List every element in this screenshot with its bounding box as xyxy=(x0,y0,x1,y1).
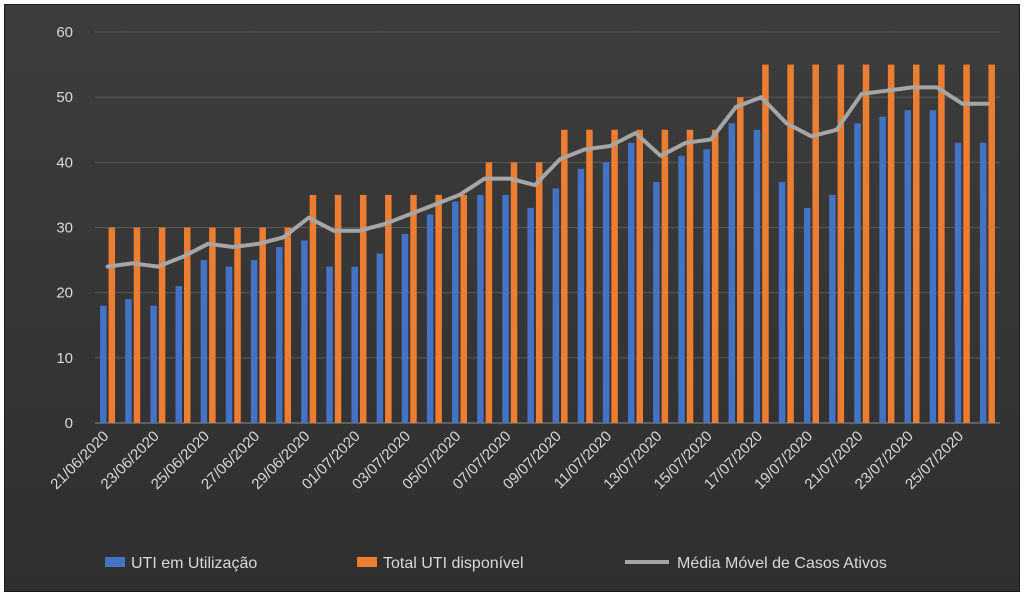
bar-total-uti xyxy=(787,64,794,424)
bar-total-uti xyxy=(837,64,845,424)
bar-total-uti xyxy=(410,194,417,423)
bar-uti-utilizacao xyxy=(250,260,258,423)
bar-total-uti xyxy=(234,227,241,423)
bar-total-uti xyxy=(183,227,191,423)
bar-uti-utilizacao xyxy=(602,162,610,424)
bar-uti-utilizacao xyxy=(426,214,434,423)
x-axis-ticks: 21/06/202023/06/202025/06/202027/06/2020… xyxy=(47,428,967,493)
bar-uti-utilizacao xyxy=(954,142,962,424)
bar-uti-utilizacao xyxy=(753,129,761,423)
gridlines xyxy=(95,31,1000,424)
bar-total-uti xyxy=(359,194,367,423)
bar-uti-utilizacao xyxy=(301,240,308,423)
bar-uti-utilizacao xyxy=(577,168,585,423)
bar-total-uti xyxy=(611,129,618,423)
bar-uti-utilizacao xyxy=(879,116,886,423)
bar-uti-utilizacao xyxy=(854,123,861,423)
bar-total-uti xyxy=(535,162,543,424)
bar-total-uti xyxy=(133,227,141,423)
bar-uti-utilizacao xyxy=(225,266,233,423)
bar-total-uti xyxy=(887,64,895,424)
bar-uti-utilizacao xyxy=(401,234,409,423)
bar-uti-utilizacao xyxy=(276,247,283,423)
bar-uti-utilizacao xyxy=(703,149,710,424)
bar-uti-utilizacao xyxy=(904,110,912,423)
legend-total-uti-swatch xyxy=(357,557,377,567)
y-tick-label: 30 xyxy=(56,220,73,237)
bar-total-uti xyxy=(435,194,442,423)
bar-total-uti xyxy=(284,227,292,423)
bar-total-uti xyxy=(108,227,116,423)
legend-total-uti-label: Total UTI disponível xyxy=(383,555,524,572)
bar-uti-utilizacao xyxy=(351,266,358,423)
bar-total-uti xyxy=(963,64,970,424)
bar-total-uti xyxy=(737,97,744,424)
bar-uti-utilizacao xyxy=(326,266,333,423)
bar-total-uti xyxy=(636,129,643,423)
bar-total-uti xyxy=(913,64,920,424)
bar-uti-utilizacao xyxy=(125,299,132,423)
y-tick-label: 40 xyxy=(56,154,73,171)
bar-uti-utilizacao xyxy=(803,207,811,423)
bar-total-uti xyxy=(988,64,995,424)
bar-uti-utilizacao xyxy=(552,188,560,423)
bar-total-uti xyxy=(862,64,870,424)
y-tick-label: 10 xyxy=(56,350,73,367)
bar-total-uti xyxy=(938,64,945,424)
bar-total-uti xyxy=(485,162,493,424)
bar-total-uti xyxy=(762,64,769,424)
bar-total-uti xyxy=(661,129,669,423)
y-tick-label: 20 xyxy=(56,285,73,302)
line-series xyxy=(105,85,990,269)
legend-uti-utilizacao-label: UTI em Utilização xyxy=(131,555,257,572)
bar-total-uti xyxy=(460,194,468,423)
bar-total-uti xyxy=(209,227,216,423)
bar-total-uti xyxy=(309,194,317,423)
bar-total-uti xyxy=(812,64,819,424)
bar-total-uti xyxy=(711,129,719,423)
bar-total-uti xyxy=(510,162,518,424)
combo-chart: 0 10 20 30 40 50 60 21/06/202023/06/202025/06/… xyxy=(47,24,1000,572)
y-axis-ticks: 0 10 20 30 40 50 60 xyxy=(56,24,73,432)
legend: UTI em Utilização Total UTI disponível Méd… xyxy=(105,555,887,572)
bar-uti-utilizacao xyxy=(502,194,509,423)
bar-total-uti xyxy=(586,129,593,423)
chart-frame: 0 10 20 30 40 50 60 21/06/2020 23/06/2020 25/06/… xyxy=(4,4,1020,592)
bar-uti-utilizacao xyxy=(100,305,107,423)
bar-uti-utilizacao xyxy=(452,201,459,423)
bar-total-uti xyxy=(334,194,342,423)
bar-total-uti xyxy=(561,129,568,423)
y-tick-label: 60 xyxy=(56,24,73,41)
bar-uti-utilizacao xyxy=(678,155,685,424)
bar-uti-utilizacao xyxy=(527,207,534,423)
bars xyxy=(100,64,995,424)
bar-uti-utilizacao xyxy=(653,181,660,423)
bar-uti-utilizacao xyxy=(829,194,836,423)
bar-uti-utilizacao xyxy=(376,253,384,423)
bar-total-uti xyxy=(385,194,392,423)
line-media-movel xyxy=(105,85,990,269)
bar-total-uti xyxy=(686,129,694,423)
legend-uti-utilizacao-swatch xyxy=(105,557,125,567)
bar-uti-utilizacao xyxy=(778,181,786,423)
bar-uti-utilizacao xyxy=(200,260,208,423)
bar-uti-utilizacao xyxy=(979,142,987,424)
legend-media-movel-label: Média Móvel de Casos Ativos xyxy=(677,555,887,572)
y-tick-label: 0 xyxy=(65,415,73,432)
bar-uti-utilizacao xyxy=(477,194,484,423)
bar-total-uti xyxy=(259,227,266,423)
bar-uti-utilizacao xyxy=(728,123,736,423)
bar-uti-utilizacao xyxy=(150,305,157,423)
bar-total-uti xyxy=(158,227,166,423)
bar-uti-utilizacao xyxy=(175,286,182,423)
bar-uti-utilizacao xyxy=(627,142,635,424)
bar-uti-utilizacao xyxy=(929,110,937,423)
y-tick-label: 50 xyxy=(56,89,73,106)
